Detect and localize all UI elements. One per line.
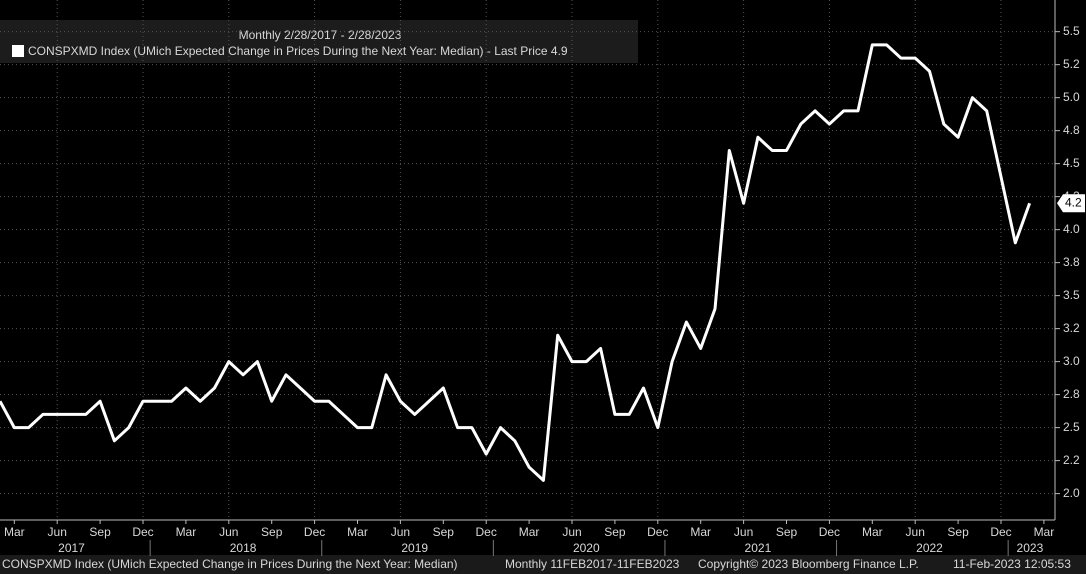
x-tick-label: Dec [990, 525, 1011, 539]
x-tick-label: Sep [433, 525, 455, 539]
x-tick-label: Sep [89, 525, 111, 539]
x-tick-label: Mar [4, 525, 25, 539]
x-tick-label: Sep [604, 525, 626, 539]
year-label: 2017 [58, 541, 85, 555]
x-tick-label: Mar [519, 525, 540, 539]
y-tick-label: 4.0 [1063, 222, 1080, 236]
y-tick-label: 5.5 [1063, 24, 1080, 38]
x-tick-label: Mar [1034, 525, 1055, 539]
x-tick-label: Jun [906, 525, 925, 539]
x-tick-label: Dec [304, 525, 325, 539]
x-tick-label: Dec [132, 525, 153, 539]
x-tick-label: Jun [391, 525, 410, 539]
y-tick-label: 4.8 [1063, 123, 1080, 137]
year-label: 2020 [573, 541, 600, 555]
year-label: 2018 [230, 541, 257, 555]
x-tick-label: Sep [776, 525, 798, 539]
y-tick-label: 2.8 [1063, 387, 1080, 401]
chart-title: Monthly 2/28/2017 - 2/28/2023 [239, 28, 402, 42]
year-label: 2019 [401, 541, 428, 555]
y-tick-label: 3.0 [1063, 354, 1080, 368]
legend-swatch [12, 45, 24, 57]
legend-label: CONSPXMD Index (UMich Expected Change in… [28, 44, 568, 58]
last-price-label: 4.2 [1065, 195, 1082, 209]
x-tick-label: Jun [734, 525, 753, 539]
x-tick-label: Mar [862, 525, 883, 539]
y-tick-label: 3.5 [1063, 288, 1080, 302]
year-label: 2021 [745, 541, 772, 555]
legend-box [0, 20, 638, 63]
footer-timestamp: 11-Feb-2023 12:05:53 [953, 557, 1071, 571]
x-tick-label: Mar [176, 525, 197, 539]
last-price-marker [1057, 194, 1085, 213]
y-tick-label: 3.2 [1063, 321, 1080, 335]
year-label: 2023 [1017, 541, 1044, 555]
x-tick-label: Sep [947, 525, 969, 539]
y-tick-label: 2.0 [1063, 486, 1080, 500]
y-tick-label: 2.5 [1063, 420, 1080, 434]
y-tick-label: 5.0 [1063, 90, 1080, 104]
y-tick-label: 5.2 [1063, 57, 1080, 71]
x-tick-label: Jun [219, 525, 238, 539]
y-tick-label: 4.5 [1063, 156, 1080, 170]
footer-range: Monthly 11FEB2017-11FEB2023 [505, 557, 680, 571]
x-tick-label: Dec [476, 525, 497, 539]
y-tick-label: 3.8 [1063, 255, 1080, 269]
footer-copyright: Copyright© 2023 Bloomberg Finance L.P. [698, 557, 919, 571]
x-tick-label: Jun [562, 525, 581, 539]
year-label: 2022 [916, 541, 943, 555]
data-line [0, 43, 1032, 482]
footer-bar [0, 555, 1086, 574]
x-tick-label: Jun [48, 525, 67, 539]
x-tick-label: Mar [690, 525, 711, 539]
footer-ticker: CONSPXMD Index (UMich Expected Change in… [2, 557, 458, 571]
x-tick-label: Dec [819, 525, 840, 539]
x-tick-label: Sep [261, 525, 283, 539]
y-tick-label: 2.2 [1063, 453, 1080, 467]
x-tick-label: Mar [347, 525, 368, 539]
x-tick-label: Dec [647, 525, 668, 539]
